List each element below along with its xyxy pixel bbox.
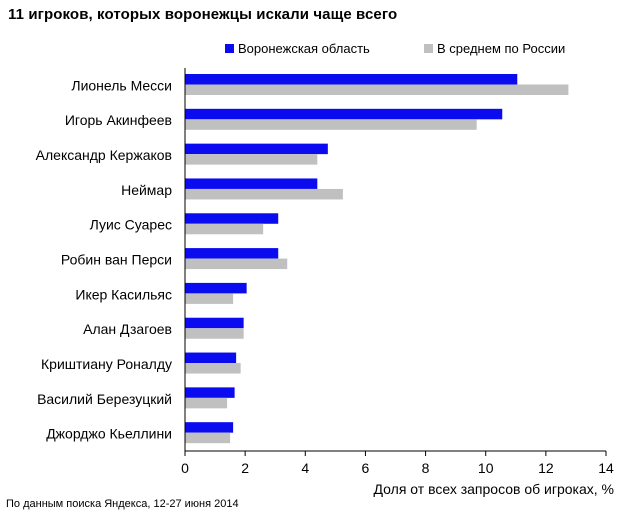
category-label-1: Лионель Месси: [71, 77, 172, 93]
legend-label-1: Воронежская область: [238, 41, 370, 56]
bar-series2-6: [185, 258, 288, 270]
x-tick-label-5: 8: [422, 460, 430, 476]
x-tick-label-8: 14: [598, 460, 614, 476]
bar-series2-10: [185, 397, 228, 409]
category-label-3: Александр Кержаков: [36, 147, 172, 163]
bar-series1-3: [185, 143, 328, 155]
legend-label-2: В среднем по России: [437, 41, 565, 56]
bar-series1-6: [185, 248, 279, 259]
bar-series2-9: [185, 363, 241, 374]
bar-series1-11: [185, 422, 234, 433]
bar-series2-4: [185, 188, 343, 200]
category-label-4: Неймар: [121, 182, 172, 198]
legend-swatch-2: [424, 44, 433, 53]
category-label-7: Икер Касильяс: [75, 286, 172, 302]
x-tick-label-6: 10: [478, 460, 494, 476]
bar-series1-7: [185, 282, 247, 294]
category-label-2: Игорь Акинфеев: [65, 112, 172, 128]
bar-series2-1: [185, 84, 569, 95]
chart-title: 11 игроков, которых воронежцы искали чащ…: [8, 6, 398, 23]
category-label-5: Луис Суарес: [90, 217, 172, 233]
bar-series1-9: [185, 352, 237, 364]
bar-series1-10: [185, 387, 235, 398]
category-label-6: Робин ван Перси: [61, 252, 172, 268]
bar-series2-5: [185, 223, 264, 235]
bar-series1-1: [185, 74, 518, 85]
category-label-8: Алан Дзагоев: [83, 321, 172, 337]
bar-series2-8: [185, 328, 244, 339]
x-tick-label-1: 0: [181, 460, 189, 476]
bar-series2-7: [185, 293, 234, 304]
bar-series2-3: [185, 154, 318, 165]
x-tick-label-2: 2: [241, 460, 249, 476]
category-label-11: Джорджо Кьеллини: [46, 426, 172, 442]
bar-series1-2: [185, 108, 503, 120]
bar-series1-8: [185, 317, 244, 329]
category-label-9: Криштиану Роналду: [41, 356, 172, 372]
legend-swatch-1: [225, 44, 234, 53]
x-tick-label-4: 6: [362, 460, 370, 476]
category-label-10: Василий Березуцкий: [37, 391, 172, 407]
x-tick-label-7: 12: [538, 460, 554, 476]
x-tick-label-3: 4: [301, 460, 309, 476]
x-axis-label: Доля от всех запросов об игроках, %: [374, 481, 614, 497]
bar-series1-5: [185, 213, 279, 224]
source-note: По данным поиска Яндекса, 12-27 июня 201…: [6, 498, 239, 510]
bar-series2-11: [185, 432, 231, 444]
bar-series1-4: [185, 178, 318, 189]
bar-series2-2: [185, 119, 477, 130]
